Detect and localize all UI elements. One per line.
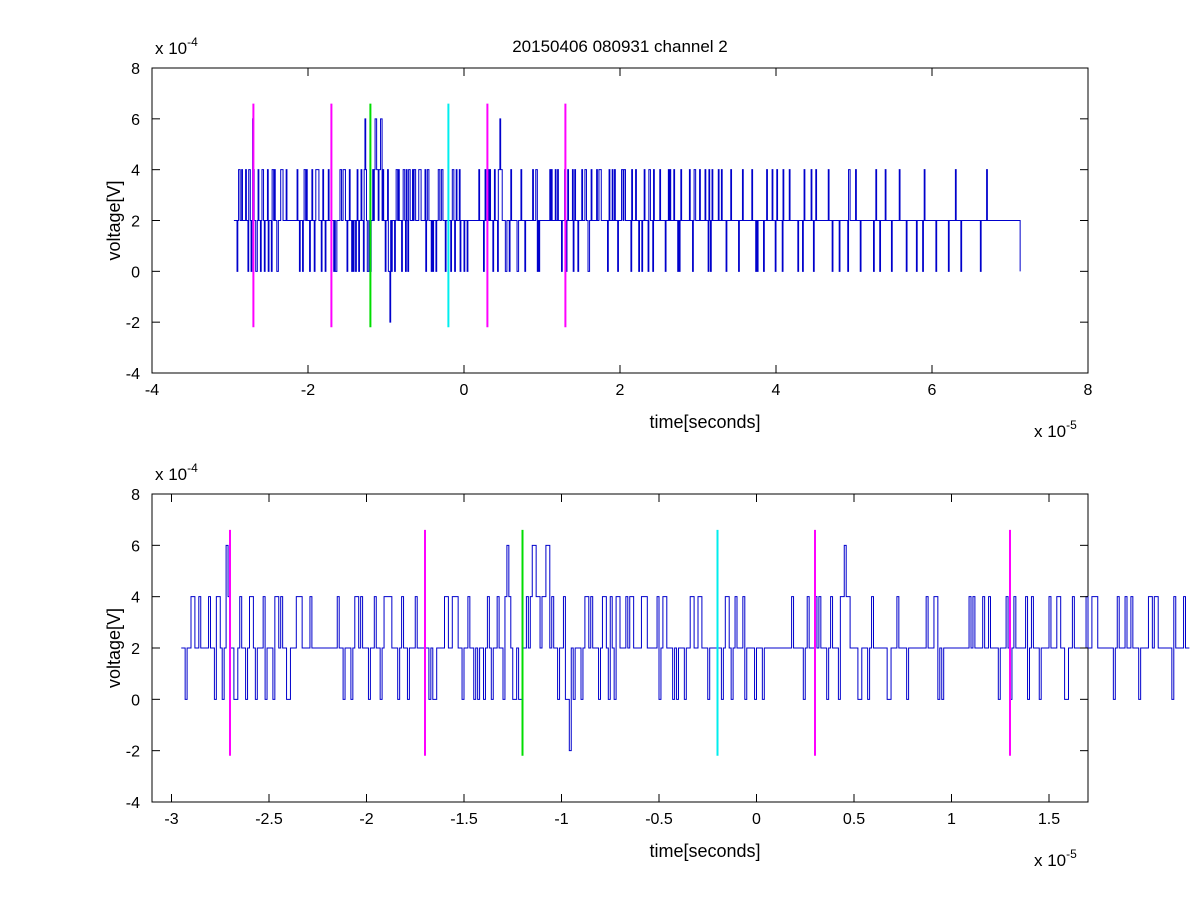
x-tick-label: 4 <box>772 382 781 399</box>
x-tick-label: -1 <box>554 811 568 828</box>
signal-line <box>181 544 1190 752</box>
x-tick-label: 0 <box>752 811 761 828</box>
y-tick-label: 8 <box>131 61 140 78</box>
x-tick-label: -0.5 <box>645 811 673 828</box>
y-exponent-label: x 10-4 <box>155 35 198 58</box>
x-axis-label: time[seconds] <box>649 412 760 432</box>
x-tick-label: -2 <box>359 811 373 828</box>
x-tick-label: -1.5 <box>450 811 478 828</box>
y-tick-label: 2 <box>131 641 140 658</box>
y-tick-label: -4 <box>126 366 140 383</box>
y-tick-label: -2 <box>126 315 140 332</box>
x-tick-label: -4 <box>145 382 159 399</box>
y-tick-label: -4 <box>126 795 140 812</box>
x-axis-label: time[seconds] <box>649 841 760 861</box>
y-axis-label: voltage[V] <box>104 608 124 688</box>
y-tick-label: 0 <box>131 692 140 709</box>
x-tick-label: 1.5 <box>1038 811 1060 828</box>
y-tick-label: 6 <box>131 538 140 555</box>
x-tick-label: -3 <box>164 811 178 828</box>
x-tick-label: 8 <box>1084 382 1093 399</box>
y-exponent-label: x 10-4 <box>155 461 198 484</box>
figure-title: 20150406 080931 channel 2 <box>512 37 728 56</box>
y-tick-label: 2 <box>131 214 140 231</box>
y-tick-label: 4 <box>131 590 140 607</box>
y-tick-label: 0 <box>131 264 140 281</box>
y-tick-label: 8 <box>131 487 140 504</box>
y-tick-label: 6 <box>131 112 140 129</box>
x-tick-label: 0.5 <box>843 811 865 828</box>
y-axis-label: voltage[V] <box>104 180 124 260</box>
x-tick-label: 2 <box>616 382 625 399</box>
x-tick-label: -2 <box>301 382 315 399</box>
x-exponent-label: x 10-5 <box>1034 847 1077 870</box>
chart-top: -4 -2 0 2 4 6 8 -4 -2 0 2 4 6 8 time[seconds] voltage[V… <box>104 35 1093 441</box>
chart-bottom: -3 -2.5 -2 -1.5 -1 -0.5 0 0.5 1 1.5 -4 -2 0 2 4 6 8 time[… <box>104 461 1190 870</box>
x-tick-label: 6 <box>928 382 937 399</box>
y-tick-label: -2 <box>126 744 140 761</box>
signal-line <box>233 118 1021 323</box>
x-exponent-label: x 10-5 <box>1034 418 1077 441</box>
x-tick-label: -2.5 <box>255 811 283 828</box>
y-tick-label: 4 <box>131 163 140 180</box>
x-tick-label: 1 <box>947 811 956 828</box>
x-tick-label: 0 <box>460 382 469 399</box>
